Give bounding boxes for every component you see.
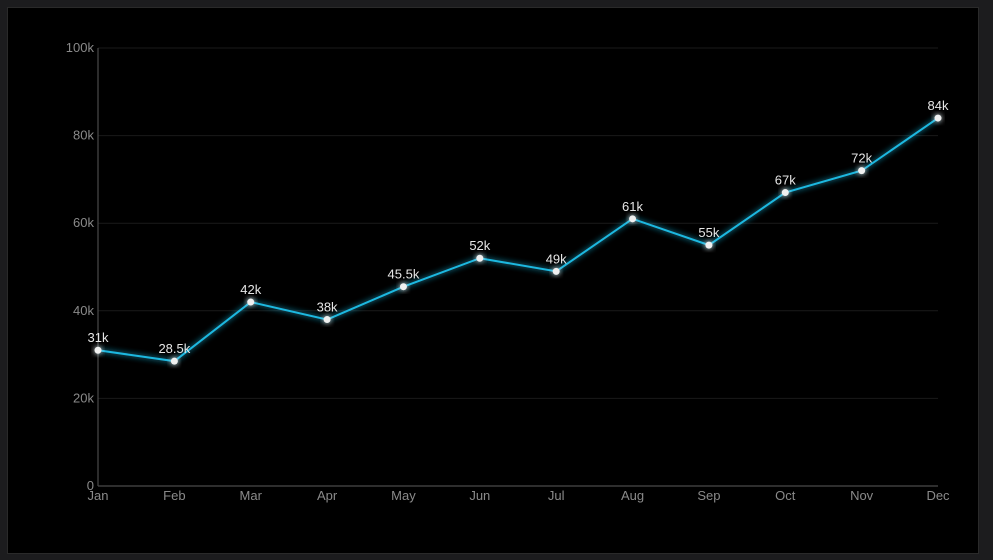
x-tick-label: Jul: [548, 488, 565, 503]
data-point-marker[interactable]: [476, 254, 484, 262]
y-tick-label: 40k: [73, 303, 94, 318]
x-tick-label: Aug: [621, 488, 644, 503]
axes: [97, 48, 938, 487]
y-tick-label: 0: [87, 478, 94, 493]
data-point-marker[interactable]: [170, 357, 178, 365]
series-line: [97, 117, 939, 363]
data-point-marker[interactable]: [552, 267, 560, 275]
data-point-marker[interactable]: [247, 298, 255, 306]
data-point-marker[interactable]: [781, 189, 789, 197]
x-tick-label: Dec: [926, 488, 950, 503]
grid-lines: [98, 47, 938, 399]
x-tick-label: Feb: [163, 488, 185, 503]
data-point-marker[interactable]: [399, 283, 407, 291]
data-label: 61k: [622, 199, 643, 214]
data-labels: 31k 28.5k 42k 38k 45.5k 52k 49k 61k 55k 67k 72k 84k: [88, 98, 949, 356]
data-label: 38k: [317, 300, 338, 315]
data-point-marker[interactable]: [629, 215, 637, 223]
data-point-marker[interactable]: [323, 316, 331, 324]
y-tick-label: 60k: [73, 215, 94, 230]
data-label: 49k: [546, 251, 567, 266]
x-tick-label: Jun: [469, 488, 490, 503]
data-series: [94, 114, 942, 365]
data-label: 52k: [469, 238, 490, 253]
data-label: 72k: [851, 151, 872, 166]
data-label: 28.5k: [158, 341, 190, 356]
data-label: 42k: [240, 282, 261, 297]
x-tick-label: Oct: [775, 488, 796, 503]
x-tick-label: Sep: [697, 488, 720, 503]
data-label: 45.5k: [388, 267, 420, 282]
chart-panel: [7, 7, 979, 554]
data-point-marker[interactable]: [705, 241, 713, 249]
data-point-marker[interactable]: [94, 346, 102, 354]
x-tick-label: Jan: [88, 488, 109, 503]
data-label: 67k: [775, 173, 796, 188]
x-tick-label: Apr: [317, 488, 338, 503]
x-tick-label: Nov: [850, 488, 874, 503]
data-point-marker[interactable]: [858, 167, 866, 175]
data-label: 55k: [698, 225, 719, 240]
x-tick-label: Mar: [240, 488, 263, 503]
y-tick-label: 100k: [66, 40, 95, 55]
x-axis-ticks: Jan Feb Mar Apr May Jun Jul Aug Sep Oct Nov Dec: [88, 488, 951, 503]
y-tick-label: 20k: [73, 390, 94, 405]
x-tick-label: May: [391, 488, 416, 503]
data-label: 84k: [928, 98, 949, 113]
y-tick-label: 80k: [73, 128, 94, 143]
data-point-marker[interactable]: [934, 114, 942, 122]
data-label: 31k: [88, 330, 109, 345]
y-axis-ticks: 0 20k 40k 60k 80k 100k: [66, 40, 95, 493]
